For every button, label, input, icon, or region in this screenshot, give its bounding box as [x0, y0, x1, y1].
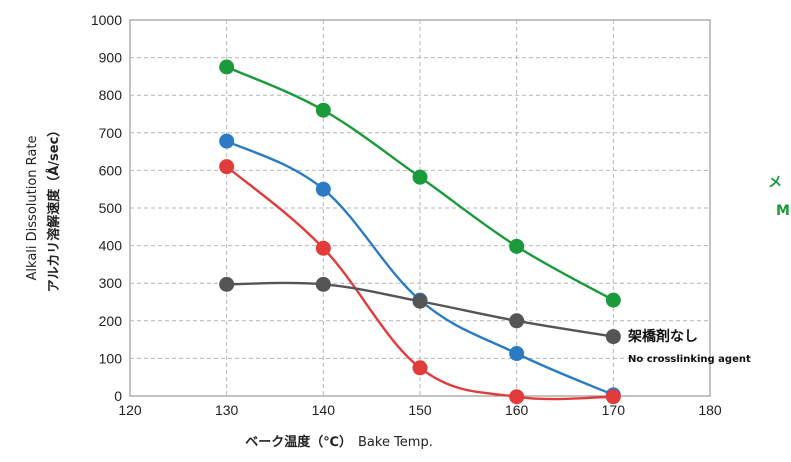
data-point-series-2	[315, 181, 331, 197]
side-label-2: M	[776, 203, 790, 219]
x-axis-title-jp: ベーク温度（℃）	[245, 434, 352, 450]
grid	[130, 20, 710, 396]
y-tick-labels: 0 100 200 300 400 500 600 700 800 900 1000	[91, 12, 122, 404]
data-point-series-4	[509, 313, 525, 329]
series-points	[219, 59, 621, 405]
data-point-series-1	[412, 169, 428, 185]
y-tick-label: 600	[99, 162, 123, 178]
data-point-series-3	[315, 240, 331, 256]
data-point-series-2	[509, 346, 525, 362]
series-line-3	[225, 165, 614, 401]
data-point-series-1	[219, 59, 235, 75]
x-tick-label: 180	[698, 402, 722, 418]
y-tick-label: 200	[99, 313, 123, 329]
data-point-series-2	[219, 133, 235, 149]
annotation-no-crosslink-jp: 架橋剤なし	[627, 328, 698, 345]
y-tick-label: 400	[99, 238, 123, 254]
data-point-series-4	[219, 276, 235, 292]
y-tick-label: 100	[99, 350, 123, 366]
x-tick-label: 170	[602, 402, 626, 418]
x-tick-labels: 120 130 140 150 160 170 180	[118, 402, 722, 418]
y-tick-label: 0	[114, 388, 122, 404]
x-axis-title-en: Bake Temp.	[358, 435, 433, 450]
data-point-series-1	[605, 292, 621, 308]
y-axis-title-en: Alkali Dissolution Rate	[25, 136, 40, 281]
x-tick-label: 160	[505, 402, 529, 418]
y-tick-label: 500	[99, 200, 123, 216]
data-point-series-4	[315, 276, 331, 292]
y-tick-label: 300	[99, 275, 123, 291]
data-point-series-3	[219, 159, 235, 175]
y-tick-label: 800	[99, 87, 123, 103]
side-label-1: メ	[768, 175, 782, 191]
x-tick-label: 140	[312, 402, 336, 418]
data-point-series-3	[605, 389, 621, 405]
data-point-series-1	[509, 238, 525, 254]
y-tick-label: 1000	[91, 12, 122, 28]
data-point-series-1	[315, 102, 331, 118]
data-point-series-4	[605, 329, 621, 345]
y-tick-label: 900	[99, 50, 123, 66]
x-tick-label: 120	[118, 402, 142, 418]
data-point-series-3	[412, 360, 428, 376]
y-axis-title-jp: アルカリ溶解速度（Å/sec）	[46, 124, 62, 293]
x-tick-label: 130	[215, 402, 239, 418]
y-tick-label: 700	[99, 125, 123, 141]
data-point-series-4	[412, 293, 428, 309]
annotation-no-crosslink-en: No crosslinking agent	[628, 354, 751, 365]
data-point-series-3	[509, 389, 525, 405]
x-tick-label: 150	[408, 402, 432, 418]
